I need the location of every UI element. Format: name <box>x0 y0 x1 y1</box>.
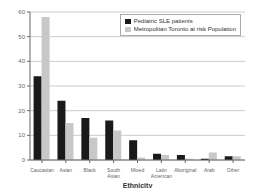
svg-text:Black: Black <box>84 167 97 173</box>
svg-text:0: 0 <box>22 157 26 163</box>
svg-text:SouthAsian: SouthAsian <box>107 167 120 179</box>
svg-text:30: 30 <box>18 83 25 89</box>
svg-text:LatinAmerican: LatinAmerican <box>151 167 172 179</box>
svg-text:Caucasian: Caucasian <box>30 167 54 173</box>
svg-text:10: 10 <box>18 132 25 138</box>
html-text:Pediatric SLE patients: Pediatric SLE patients <box>133 18 193 24</box>
svg-text:Ethnicity: Ethnicity <box>123 182 153 188</box>
svg-text:60: 60 <box>18 9 25 15</box>
svg-text:Arab: Arab <box>204 167 215 173</box>
svg-text:Aboriginal: Aboriginal <box>174 167 196 173</box>
svg-text:50: 50 <box>18 34 25 40</box>
svg-text:20: 20 <box>18 108 25 114</box>
svg-text:40: 40 <box>18 58 25 64</box>
svg-text:Other: Other <box>227 167 240 173</box>
html-text:Metropolitan Toronto at risk P: Metropolitan Toronto at risk Population <box>133 26 236 32</box>
svg-text:Asian: Asian <box>60 167 73 173</box>
svg-text:Mixed: Mixed <box>131 167 145 173</box>
